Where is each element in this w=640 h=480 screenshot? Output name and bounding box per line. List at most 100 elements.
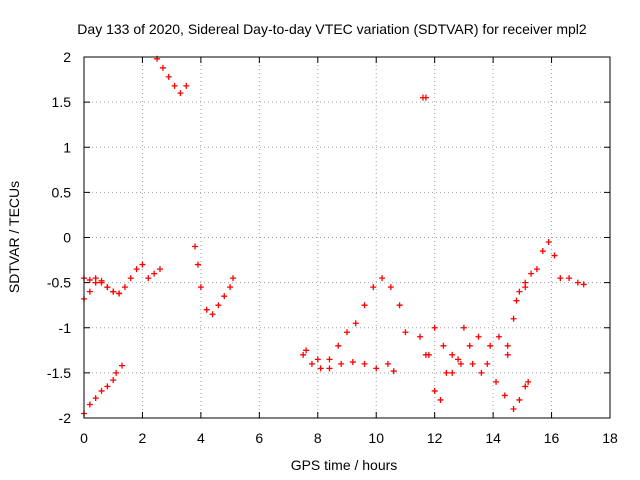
data-point-arc-f: [326, 356, 333, 363]
data-point-arc-e: [203, 306, 210, 313]
data-point-arc-d: [177, 90, 184, 97]
data-point-arc-b: [110, 288, 117, 295]
data-point-arc-g: [303, 347, 310, 354]
data-point-arc-k: [580, 281, 587, 288]
data-point-arc-g: [314, 356, 321, 363]
data-point-arc-f: [402, 329, 409, 336]
data-point-arc-a: [127, 275, 134, 282]
x-tick-label: 0: [80, 430, 88, 446]
data-point-arc-j: [431, 387, 438, 394]
data-point-arc-d: [171, 82, 178, 89]
data-point-arc-j: [437, 396, 444, 403]
data-point-arc-j: [425, 351, 432, 358]
data-point-arc-k: [528, 270, 535, 277]
data-point-arc-e: [230, 275, 237, 282]
y-tick-label: 0: [63, 230, 71, 246]
data-point-arc-f: [300, 351, 307, 358]
data-point-arc-a: [145, 275, 152, 282]
data-point-arc-g: [349, 359, 356, 366]
data-point-arc-k: [504, 342, 511, 349]
data-point-arc-c: [98, 387, 105, 394]
data-point-arc-a: [86, 288, 93, 295]
data-point-arc-e: [194, 261, 201, 268]
data-point-arc-j: [460, 324, 467, 331]
data-point-arc-k: [533, 266, 540, 273]
data-point-arc-i: [484, 360, 491, 367]
data-point-arc-f: [335, 342, 342, 349]
data-point-arc-k: [566, 275, 573, 282]
y-tick-label: -0.5: [47, 275, 71, 291]
y-tick-label: 1.5: [52, 94, 72, 110]
data-point-arc-c: [110, 377, 117, 384]
x-tick-label: 16: [544, 430, 560, 446]
data-point-arc-e: [227, 284, 234, 291]
x-tick-label: 14: [485, 430, 501, 446]
data-point-arc-g: [384, 360, 391, 367]
grid: [83, 56, 611, 419]
y-tick-label: -1.5: [47, 365, 71, 381]
data-point-arc-i: [516, 396, 523, 403]
data-point-arc-c: [118, 362, 125, 369]
data-point-arc-k: [574, 279, 581, 286]
data-point-arc-i: [466, 342, 473, 349]
data-point-arc-k: [557, 275, 564, 282]
data-point-arc-f: [308, 360, 315, 367]
data-point-arc-i: [440, 342, 447, 349]
data-point-arc-e: [215, 302, 222, 309]
axis-tick-labels: 0 2 4 6 8 10 12 14 16 18 -2 -1.5 -1 -0.5 0 0.5 1 1.5 2: [47, 49, 618, 446]
data-point-arc-g: [338, 360, 345, 367]
data-point-arc-d: [159, 64, 166, 71]
data-point-arc-a: [133, 266, 140, 273]
data-point-arc-j: [469, 360, 476, 367]
data-point-arc-c: [86, 401, 93, 408]
data-point-arc-j: [455, 356, 462, 363]
data-point-arc-f: [396, 302, 403, 309]
y-axis-label: SDTVAR / TECUs: [6, 181, 22, 293]
data-point-arc-j: [487, 342, 494, 349]
axis-ticks: [83, 56, 611, 419]
data-point-arc-f: [352, 320, 359, 327]
data-point-arc-k: [551, 252, 558, 259]
data-point-arc-a: [139, 261, 146, 268]
data-point-arc-j: [513, 297, 520, 304]
y-tick-label: 0.5: [52, 184, 72, 200]
data-point-arc-i: [475, 333, 482, 340]
data-point-arc-d: [165, 73, 172, 80]
data-point-arc-b: [92, 275, 99, 282]
data-point-arc-c: [92, 395, 99, 402]
chart-title: Day 133 of 2020, Sidereal Day-to-day VTE…: [77, 21, 587, 37]
data-point-arc-k: [522, 279, 529, 286]
data-point-arc-a: [121, 284, 128, 291]
y-tick-label: 2: [63, 49, 71, 65]
plot-frame: [83, 56, 611, 419]
data-point-arc-f: [317, 365, 324, 372]
data-point-arc-j: [495, 333, 502, 340]
data-point-arc-i: [501, 392, 508, 399]
x-tick-label: 18: [602, 430, 618, 446]
data-point-arc-j: [478, 369, 485, 376]
y-tick-label: -1: [59, 320, 72, 336]
data-point-arc-i: [431, 324, 438, 331]
data-point-arc-g: [361, 360, 368, 367]
data-point-arc-c: [104, 383, 111, 390]
data-point-arc-g: [390, 368, 397, 375]
y-tick-label: 1: [63, 139, 71, 155]
data-point-arc-a: [156, 266, 163, 273]
x-axis-label: GPS time / hours: [291, 457, 398, 473]
data-point-arc-b: [104, 284, 111, 291]
x-tick-label: 8: [314, 430, 322, 446]
data-point-arc-e: [221, 293, 228, 300]
data-point-arc-i: [417, 333, 424, 340]
data-point-arc-f: [361, 302, 368, 309]
data-point-arc-g: [373, 365, 380, 372]
data-point-arc-a: [151, 270, 158, 277]
data-point-arc-k: [516, 288, 523, 295]
data-point-arc-b: [116, 290, 123, 297]
data-point-arc-f: [387, 284, 394, 291]
data-point-arc-b: [98, 279, 105, 286]
data-point-arc-g: [326, 365, 333, 372]
data-point-arc-i: [449, 369, 456, 376]
data-points: [81, 55, 587, 417]
data-point-arc-i: [493, 378, 500, 385]
